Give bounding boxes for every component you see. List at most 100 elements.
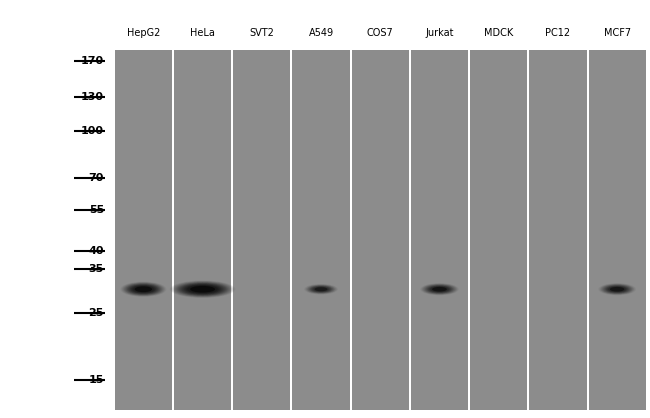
Bar [292,50,350,410]
Ellipse shape [426,285,452,293]
Ellipse shape [125,283,161,295]
Ellipse shape [179,283,226,296]
Text: COS7: COS7 [367,28,394,38]
Ellipse shape [131,285,155,293]
Bar [470,50,527,410]
Text: 55: 55 [89,204,104,214]
Ellipse shape [313,287,330,292]
Bar [588,50,646,410]
Ellipse shape [311,286,331,292]
Text: 170: 170 [81,56,104,66]
Ellipse shape [185,284,220,294]
Text: 15: 15 [88,375,104,385]
Ellipse shape [605,285,629,293]
Ellipse shape [178,283,227,296]
Ellipse shape [183,284,223,295]
Bar [114,50,172,410]
Ellipse shape [132,285,155,293]
Ellipse shape [135,286,152,292]
Ellipse shape [602,284,632,294]
Text: 40: 40 [88,247,104,256]
Ellipse shape [181,283,224,295]
Ellipse shape [124,283,162,296]
Ellipse shape [130,285,157,293]
Ellipse shape [424,285,454,294]
Ellipse shape [309,285,333,293]
Ellipse shape [187,285,218,293]
Text: 25: 25 [88,308,104,318]
Bar [233,50,291,410]
Text: 35: 35 [89,264,104,274]
Ellipse shape [315,287,328,291]
Ellipse shape [608,286,626,292]
Ellipse shape [430,286,449,292]
Ellipse shape [606,285,629,293]
Bar [529,50,586,410]
Ellipse shape [127,284,160,295]
Ellipse shape [429,286,450,293]
Ellipse shape [176,282,229,296]
Ellipse shape [129,284,158,294]
Text: 70: 70 [88,173,104,183]
Ellipse shape [312,286,330,292]
Ellipse shape [431,286,448,292]
Ellipse shape [188,285,217,293]
Text: 100: 100 [81,126,104,136]
Ellipse shape [607,286,627,292]
Ellipse shape [430,286,449,292]
Ellipse shape [428,286,450,293]
Ellipse shape [173,281,232,297]
Ellipse shape [183,284,222,294]
Text: PC12: PC12 [545,28,571,38]
Ellipse shape [174,282,231,297]
Ellipse shape [309,285,333,293]
Bar [352,50,409,410]
Text: 130: 130 [81,92,104,102]
Ellipse shape [309,285,333,293]
Ellipse shape [172,281,233,298]
Text: Jurkat: Jurkat [425,28,454,38]
Ellipse shape [601,284,633,294]
Ellipse shape [608,286,626,292]
Ellipse shape [186,285,220,294]
Ellipse shape [311,286,332,293]
Ellipse shape [610,287,625,291]
Ellipse shape [423,284,456,294]
Ellipse shape [603,285,632,294]
Ellipse shape [131,285,156,293]
Text: MDCK: MDCK [484,28,514,38]
Ellipse shape [426,285,453,293]
Ellipse shape [313,287,329,292]
Ellipse shape [129,285,157,294]
Ellipse shape [308,285,334,293]
Ellipse shape [424,284,455,294]
Ellipse shape [175,282,230,296]
Ellipse shape [425,285,454,294]
Ellipse shape [128,284,159,294]
Ellipse shape [190,286,215,293]
Ellipse shape [428,285,451,293]
Text: SVT2: SVT2 [250,28,274,38]
Bar [174,50,231,410]
Text: HepG2: HepG2 [127,28,160,38]
Ellipse shape [432,287,447,291]
Ellipse shape [126,283,161,295]
Ellipse shape [133,286,154,293]
Ellipse shape [125,283,162,296]
Ellipse shape [604,285,630,293]
Text: A549: A549 [309,28,333,38]
Ellipse shape [124,283,163,296]
Text: HeLa: HeLa [190,28,215,38]
Ellipse shape [607,286,627,293]
Ellipse shape [177,283,228,296]
Ellipse shape [312,286,330,292]
Ellipse shape [427,285,452,293]
Ellipse shape [181,283,225,295]
Ellipse shape [604,285,630,293]
Ellipse shape [603,285,631,294]
Ellipse shape [606,286,628,293]
Ellipse shape [310,286,332,293]
Text: MCF7: MCF7 [604,28,630,38]
Ellipse shape [123,283,164,296]
Bar [411,50,468,410]
